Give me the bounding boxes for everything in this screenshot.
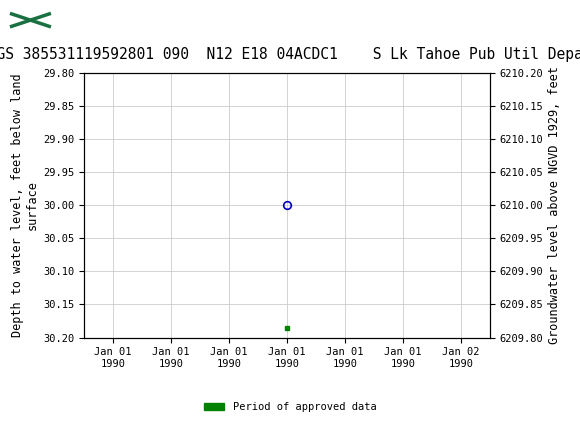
Y-axis label: Depth to water level, feet below land
surface: Depth to water level, feet below land su…: [11, 74, 39, 337]
FancyBboxPatch shape: [12, 13, 49, 28]
Y-axis label: Groundwater level above NGVD 1929, feet: Groundwater level above NGVD 1929, feet: [548, 66, 561, 344]
Text: USGS 385531119592801 090  N12 E18 04ACDC1    S Lk Tahoe Pub Util Depart: USGS 385531119592801 090 N12 E18 04ACDC1…: [0, 46, 580, 61]
Text: USGS: USGS: [61, 12, 116, 29]
Legend: Period of approved data: Period of approved data: [200, 398, 380, 416]
